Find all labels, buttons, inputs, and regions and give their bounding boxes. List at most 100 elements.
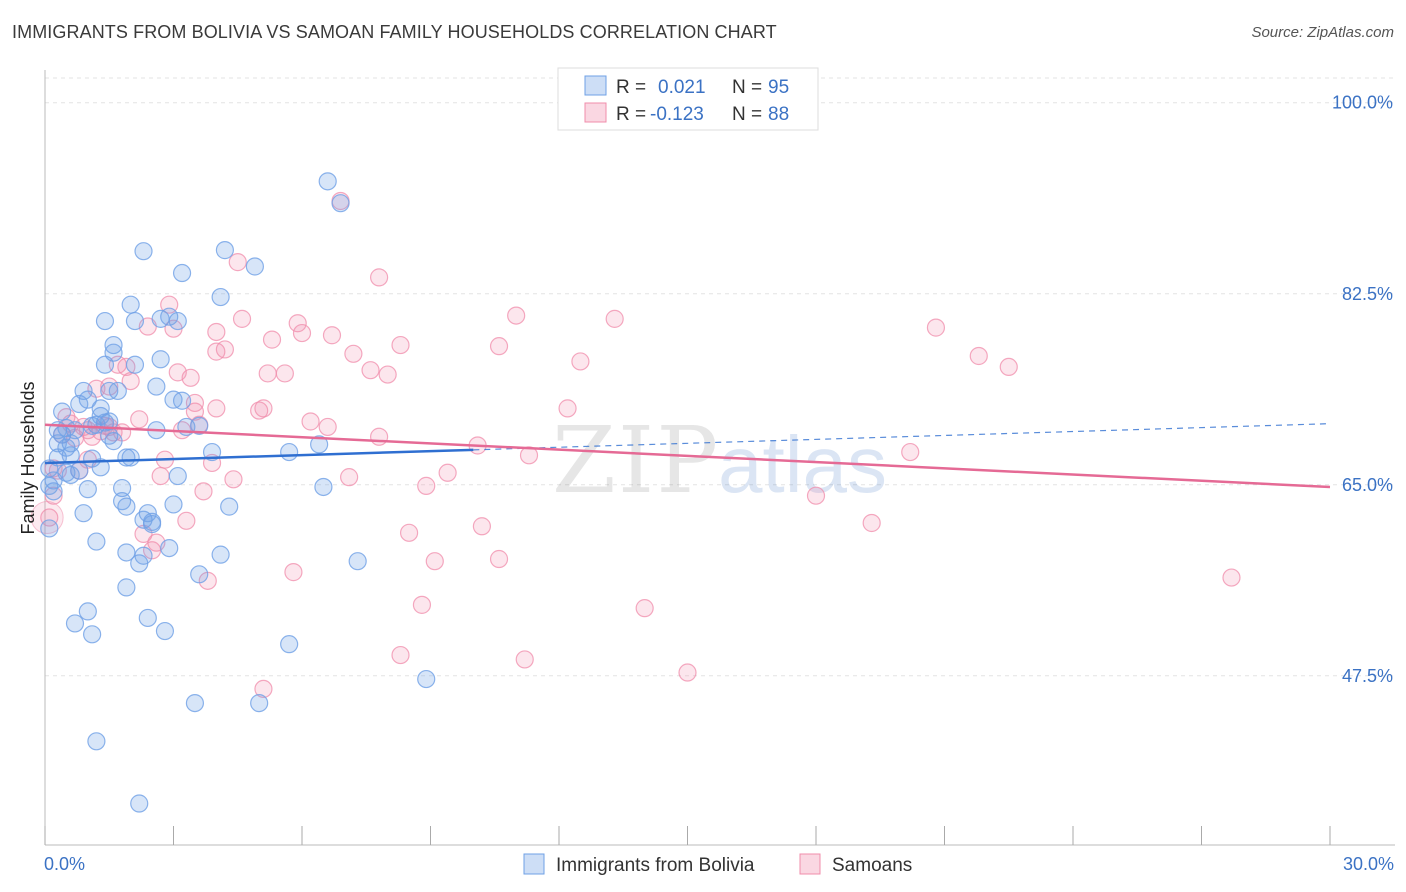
- samoans-point: [507, 306, 526, 325]
- bolivia-point: [125, 311, 145, 331]
- samoans-point: [558, 399, 577, 418]
- bolivia-point: [74, 381, 93, 401]
- samoans-point: [391, 335, 410, 355]
- bolivia-point: [185, 693, 205, 713]
- samoans-point: [901, 442, 920, 462]
- samoans-point: [322, 326, 342, 345]
- bolivia-point: [250, 693, 269, 713]
- y-tick-label: 65.0%: [1342, 475, 1393, 495]
- bolivia-point: [61, 446, 80, 465]
- legend-r-value-samoans: -0.123: [650, 104, 704, 125]
- samoans-point: [378, 365, 397, 384]
- samoans-point: [605, 309, 624, 328]
- samoans-point: [370, 427, 389, 446]
- legend-r-label-samoans: R =: [616, 104, 646, 125]
- bolivia-point: [245, 257, 264, 276]
- legend-n-value-samoans: 88: [768, 104, 789, 125]
- y-tick-label: 100.0%: [1332, 93, 1393, 113]
- bolivia-point: [112, 478, 132, 498]
- samoans-trend-line: [44, 423, 1331, 489]
- x-tick-label-max: 30.0%: [1343, 854, 1394, 874]
- bolivia-point: [168, 311, 187, 331]
- x-ticks: [44, 826, 1331, 845]
- legend-n-value-bolivia: 95: [768, 77, 789, 98]
- samoans-point: [275, 364, 294, 383]
- samoans-point: [862, 513, 881, 533]
- bolivia-point: [155, 621, 175, 641]
- bolivia-point: [160, 307, 179, 326]
- samoans-point: [412, 595, 432, 614]
- samoans-point: [438, 463, 457, 482]
- samoans-point: [284, 563, 303, 582]
- bolivia-point: [104, 335, 123, 355]
- legend-n-label-samoans: N =: [732, 104, 762, 125]
- source-credit: Source: ZipAtlas.com: [1251, 24, 1394, 41]
- samoans-point: [370, 268, 389, 287]
- bolivia-point: [95, 311, 115, 331]
- samoans-point: [425, 552, 444, 571]
- bolivia-point: [40, 519, 59, 538]
- samoans-point: [194, 482, 213, 501]
- bolivia-point: [331, 194, 350, 213]
- bottom-legend-swatch-samoans: [799, 853, 821, 875]
- samoans-point: [262, 330, 282, 349]
- bolivia-point: [164, 495, 183, 514]
- samoans-point: [571, 352, 590, 371]
- samoans-point: [318, 417, 337, 437]
- bolivia-point: [147, 377, 166, 396]
- samoans-point: [391, 645, 410, 665]
- bolivia-point: [121, 448, 140, 467]
- legend-n-label-bolivia: N =: [732, 77, 762, 98]
- bottom-legend-swatch-bolivia: [523, 853, 545, 875]
- x-tick-label-min: 0.0%: [44, 854, 85, 874]
- bolivia-point: [87, 532, 106, 551]
- samoans-point: [519, 446, 539, 465]
- watermark: ZIP atlas: [552, 407, 887, 514]
- samoans-point: [969, 346, 988, 366]
- samoans-point: [489, 549, 509, 569]
- bottom-legend: Immigrants from Bolivia Samoans: [523, 853, 912, 876]
- bolivia-point: [117, 497, 136, 516]
- legend-frame: [557, 67, 819, 131]
- legend-box: R = 0.021 N = 95 R = -0.123 N = 88: [557, 67, 819, 131]
- bolivia-point: [310, 435, 329, 454]
- bolivia-point: [211, 545, 230, 564]
- bolivia-point: [160, 538, 179, 558]
- bolivia-point: [138, 608, 157, 628]
- samoans-point: [100, 377, 119, 396]
- bolivia-point: [215, 241, 234, 260]
- bolivia-point: [134, 546, 153, 565]
- bolivia-point: [61, 465, 80, 485]
- bolivia-point: [104, 432, 123, 451]
- bolivia-point: [280, 442, 299, 462]
- grid-lines: [45, 77, 1395, 677]
- bolivia-trend-line: [44, 448, 474, 465]
- samoans-point: [232, 309, 252, 328]
- bolivia-point: [348, 552, 367, 571]
- bolivia-point: [87, 415, 106, 434]
- bolivia-point: [220, 497, 239, 516]
- samoans-point: [207, 322, 226, 342]
- legend-r-value-bolivia: 0.021: [658, 77, 706, 98]
- bolivia-point: [117, 543, 136, 562]
- bolivia-point: [202, 442, 222, 462]
- bolivia-point: [91, 458, 110, 477]
- samoans-point: [1222, 568, 1241, 587]
- samoans-cluster-point: [30, 501, 64, 535]
- samoans-point: [472, 517, 491, 536]
- samoans-point: [926, 318, 946, 337]
- bolivia-point: [190, 416, 209, 435]
- chart-title: IMMIGRANTS FROM BOLIVIA VS SAMOAN FAMILY…: [12, 22, 777, 42]
- bolivia-point: [168, 466, 187, 486]
- series-bolivia: [40, 172, 436, 813]
- samoans-point: [130, 410, 149, 429]
- bolivia-point: [78, 390, 97, 409]
- bolivia-point: [104, 343, 123, 362]
- bolivia-point: [211, 287, 230, 307]
- samoans-point: [806, 486, 826, 505]
- samoans-point: [344, 344, 363, 363]
- bolivia-point: [48, 434, 67, 453]
- samoans-point: [515, 650, 534, 669]
- bolivia-point: [78, 602, 97, 621]
